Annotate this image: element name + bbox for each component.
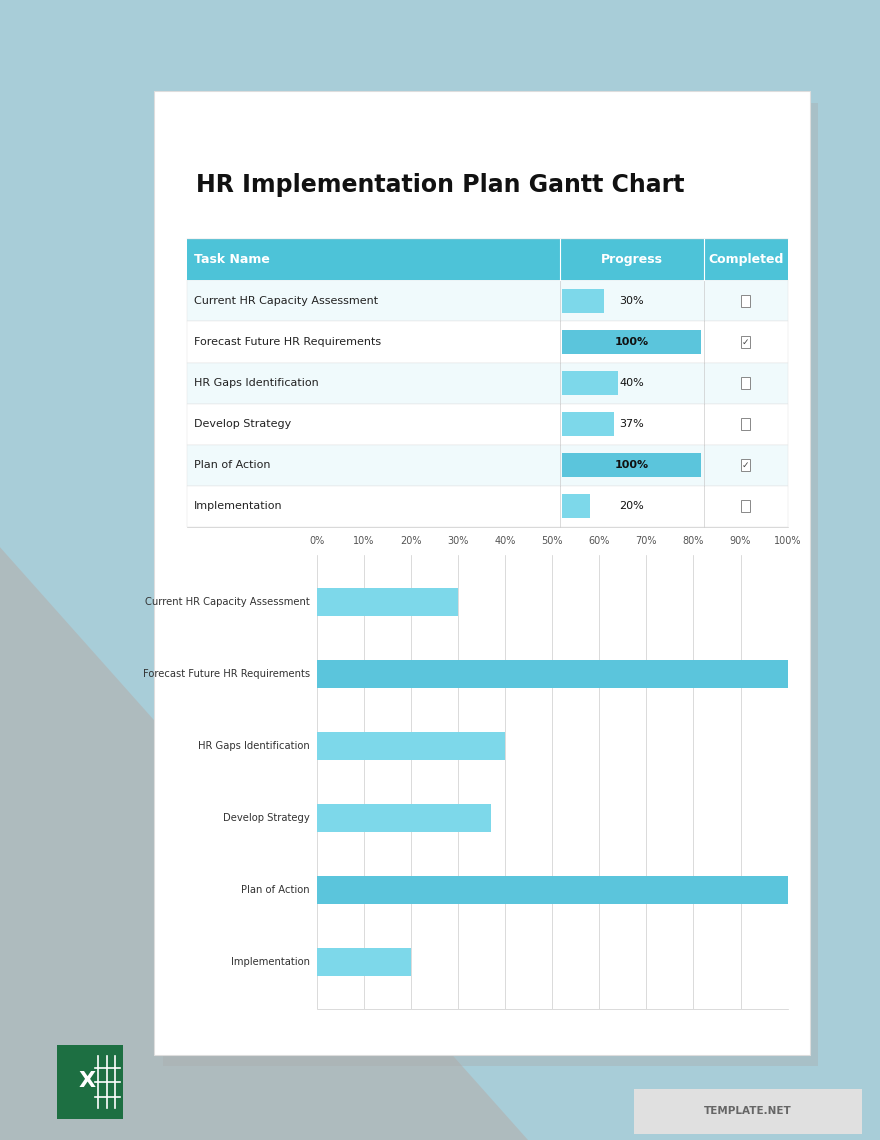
Bar (317, 587, 458, 617)
Bar (317, 804, 491, 832)
FancyBboxPatch shape (187, 280, 788, 321)
FancyBboxPatch shape (562, 494, 590, 519)
Text: Implementation: Implementation (231, 958, 310, 967)
Text: 100%: 100% (614, 337, 649, 347)
Text: ✓: ✓ (742, 337, 750, 347)
FancyBboxPatch shape (622, 1086, 874, 1137)
FancyBboxPatch shape (187, 404, 788, 445)
Text: 20%: 20% (620, 502, 644, 511)
FancyBboxPatch shape (562, 370, 618, 396)
FancyBboxPatch shape (741, 499, 751, 513)
Bar (317, 660, 788, 689)
Text: Plan of Action: Plan of Action (241, 885, 310, 895)
Text: ✓: ✓ (742, 461, 750, 470)
Text: Develop Strategy: Develop Strategy (223, 813, 310, 823)
Text: 37%: 37% (620, 420, 644, 429)
FancyBboxPatch shape (163, 103, 818, 1066)
FancyBboxPatch shape (741, 335, 751, 349)
FancyBboxPatch shape (741, 376, 751, 390)
FancyBboxPatch shape (154, 91, 810, 1054)
Text: Forecast Future HR Requirements: Forecast Future HR Requirements (143, 669, 310, 679)
FancyBboxPatch shape (741, 418, 751, 431)
FancyBboxPatch shape (187, 363, 788, 404)
FancyBboxPatch shape (741, 295, 751, 308)
FancyBboxPatch shape (187, 445, 788, 486)
Bar (317, 947, 411, 977)
Text: Develop Strategy: Develop Strategy (194, 420, 291, 429)
Text: Completed: Completed (708, 253, 783, 267)
FancyBboxPatch shape (741, 459, 751, 472)
FancyBboxPatch shape (187, 321, 788, 363)
Text: HR Gaps Identification: HR Gaps Identification (194, 378, 319, 388)
FancyBboxPatch shape (187, 239, 788, 280)
Text: Task Name: Task Name (194, 253, 270, 267)
Text: Plan of Action: Plan of Action (194, 461, 270, 470)
Text: 30%: 30% (620, 296, 644, 306)
Bar (317, 876, 788, 904)
FancyBboxPatch shape (187, 486, 788, 527)
Text: X: X (78, 1070, 95, 1091)
FancyBboxPatch shape (562, 288, 604, 314)
Text: Progress: Progress (600, 253, 663, 267)
FancyBboxPatch shape (54, 1042, 127, 1123)
Polygon shape (0, 547, 528, 1140)
Text: Forecast Future HR Requirements: Forecast Future HR Requirements (194, 337, 381, 347)
Text: Current HR Capacity Assessment: Current HR Capacity Assessment (145, 597, 310, 606)
Text: HR Implementation Plan Gantt Chart: HR Implementation Plan Gantt Chart (195, 172, 685, 197)
Bar (317, 732, 505, 760)
Text: TEMPLATE.NET: TEMPLATE.NET (704, 1107, 792, 1116)
Text: 100%: 100% (614, 461, 649, 470)
Text: Current HR Capacity Assessment: Current HR Capacity Assessment (194, 296, 378, 306)
Text: 40%: 40% (620, 378, 644, 388)
FancyBboxPatch shape (562, 453, 701, 478)
FancyBboxPatch shape (562, 412, 613, 437)
Text: HR Gaps Identification: HR Gaps Identification (198, 741, 310, 751)
FancyBboxPatch shape (562, 329, 701, 355)
Text: Implementation: Implementation (194, 502, 282, 511)
